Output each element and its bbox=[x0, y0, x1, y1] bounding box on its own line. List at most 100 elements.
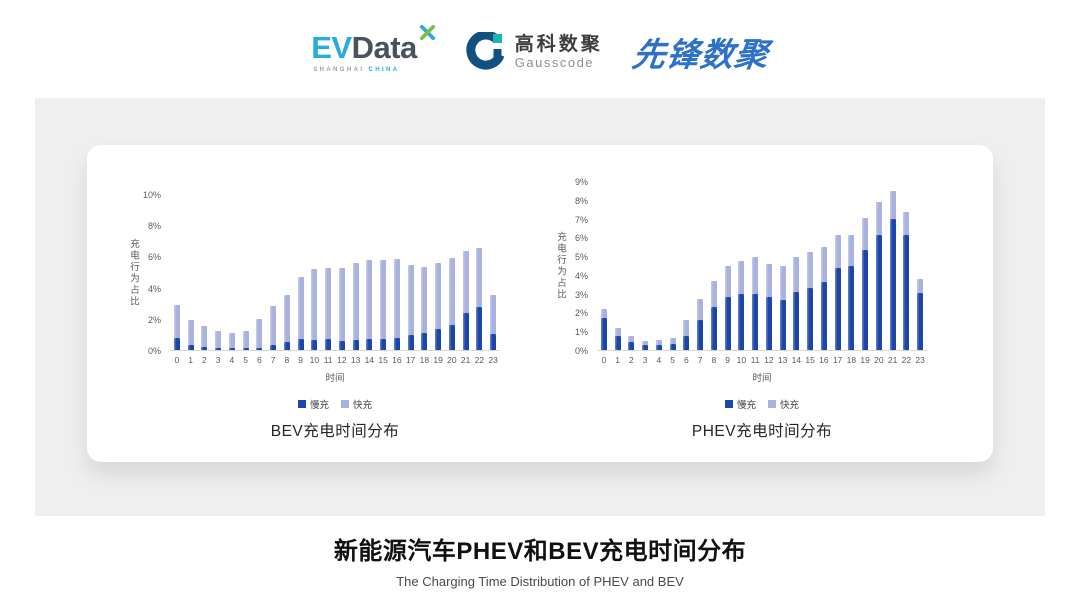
bar-segment bbox=[228, 348, 235, 350]
bar-segment bbox=[875, 234, 882, 350]
bar-segment bbox=[270, 344, 277, 350]
bar-segment bbox=[642, 345, 649, 350]
bev-chart-title: BEV充电时间分布 bbox=[270, 423, 400, 440]
bar-segment bbox=[889, 218, 896, 350]
bar-segment bbox=[187, 344, 194, 350]
x-tick-label: 3 bbox=[642, 355, 648, 365]
evdata-subtext: SHANGHAI CHINA bbox=[313, 67, 436, 73]
bar-segment bbox=[490, 294, 497, 335]
bar-segment bbox=[215, 331, 222, 349]
bar-segment bbox=[779, 266, 786, 301]
bar-segment bbox=[173, 304, 180, 339]
phev-y-axis-label: 充电行为占比 bbox=[555, 231, 566, 301]
x-tick-label: 7 bbox=[270, 355, 276, 365]
evdata-wordmark: EV Data bbox=[311, 24, 436, 65]
evdata-logo: EV Data SHANGHAI CHINA bbox=[311, 24, 436, 73]
legend-label: 快充 bbox=[780, 400, 800, 411]
x-tick-label: 23 bbox=[915, 355, 925, 365]
bar-segment bbox=[338, 268, 345, 341]
bar-segment bbox=[669, 344, 676, 350]
x-tick-label: 10 bbox=[309, 355, 320, 365]
bar-segment bbox=[614, 328, 621, 336]
bar-segment bbox=[917, 278, 924, 293]
bar-segment bbox=[752, 293, 759, 350]
bar-segment bbox=[283, 294, 290, 343]
evdata-data-text: Data bbox=[351, 29, 418, 65]
gausscode-en-text: Gausscode bbox=[514, 55, 595, 71]
gausscode-g-icon bbox=[466, 32, 505, 70]
x-tick-label: 13 bbox=[777, 355, 788, 365]
x-tick-label: 12 bbox=[764, 355, 774, 365]
bar-segment bbox=[462, 250, 469, 313]
bar-segment bbox=[738, 293, 745, 350]
bar-segment bbox=[834, 235, 841, 269]
bar-segment bbox=[270, 305, 277, 345]
bar-segment bbox=[875, 201, 882, 235]
gausscode-logo: 高科数聚 Gausscode bbox=[466, 32, 603, 72]
bar-segment bbox=[393, 258, 400, 338]
bar-segment bbox=[173, 338, 180, 350]
phev-x-axis-label: 时间 bbox=[752, 373, 772, 384]
bar-segment bbox=[779, 300, 786, 350]
y-tick-label: 9% bbox=[574, 177, 588, 187]
x-tick-label: 1 bbox=[188, 355, 193, 365]
y-tick-label: 1% bbox=[574, 327, 588, 338]
bev-y-axis-label: 充电行为占比 bbox=[128, 238, 139, 307]
legend-swatch bbox=[768, 400, 776, 408]
bev-plot-area: 充电行为占比 0% 2% 4% 6% 8% 10% bbox=[128, 190, 500, 356]
bar-segment bbox=[366, 339, 373, 350]
propeller-x-icon bbox=[419, 24, 435, 40]
bar-segment bbox=[710, 306, 717, 350]
bev-x-ticks: 0 1 2 3 4 5 6 7 8 9 10 11 12 13 14 15 16 17 18 19 20 21 22 23 bbox=[170, 355, 500, 367]
bar-segment bbox=[297, 277, 304, 340]
x-tick-label: 12 bbox=[337, 355, 347, 365]
x-tick-label: 15 bbox=[378, 355, 388, 365]
legend-label: 快充 bbox=[353, 400, 373, 411]
x-tick-label: 2 bbox=[202, 355, 207, 365]
y-tick-label: 3% bbox=[574, 289, 588, 300]
legend-swatch bbox=[724, 400, 733, 408]
legend-swatch bbox=[341, 400, 349, 408]
y-tick-label: 8% bbox=[147, 221, 161, 232]
bar-segment bbox=[917, 292, 924, 350]
bar-segment bbox=[697, 299, 704, 320]
footer: 新能源汽车PHEV和BEV充电时间分布 The Charging Time Di… bbox=[0, 531, 1080, 589]
phev-legend: 慢充 快充 bbox=[597, 397, 927, 411]
x-tick-label: 8 bbox=[284, 355, 290, 365]
bar-segment bbox=[407, 335, 414, 350]
y-tick-label: 6% bbox=[147, 252, 161, 263]
legend-item: 慢充 bbox=[297, 397, 329, 411]
x-tick-label: 16 bbox=[392, 355, 402, 365]
x-tick-label: 22 bbox=[901, 355, 912, 365]
bar-segment bbox=[862, 249, 869, 350]
x-tick-label: 9 bbox=[298, 355, 303, 365]
x-tick-label: 11 bbox=[323, 355, 333, 365]
bar-segment bbox=[448, 257, 455, 326]
x-tick-label: 15 bbox=[805, 355, 815, 365]
bar-segment bbox=[352, 339, 359, 350]
bar-segment bbox=[476, 247, 483, 308]
y-tick-label: 8% bbox=[574, 195, 588, 206]
phev-x-ticks: 0 1 2 3 4 5 6 7 8 9 10 11 12 13 14 15 16 17 18 19 20 21 22 23 bbox=[597, 355, 927, 367]
bar-segment bbox=[215, 348, 222, 350]
bar-segment bbox=[311, 268, 318, 340]
phev-chart: 充电行为占比 0% 1% 2% 3% 4% 5% 6% 7% 8% 9% 0 1 2 3 4 5 6 7 8 9 10… bbox=[514, 145, 954, 462]
y-tick-label: 10% bbox=[142, 190, 161, 200]
x-tick-label: 4 bbox=[656, 355, 662, 365]
bar-segment bbox=[380, 259, 387, 340]
x-tick-label: 6 bbox=[684, 355, 689, 365]
x-tick-label: 21 bbox=[887, 355, 898, 365]
phev-chart-title: PHEV充电时间分布 bbox=[691, 423, 833, 440]
y-tick-label: 4% bbox=[574, 270, 588, 281]
bar-segment bbox=[765, 263, 772, 298]
bar-segment bbox=[765, 297, 772, 350]
y-tick-label: 0% bbox=[574, 346, 588, 356]
x-tick-label: 23 bbox=[488, 355, 498, 365]
y-tick-label: 6% bbox=[574, 233, 588, 244]
x-tick-label: 3 bbox=[215, 355, 221, 365]
bar-segment bbox=[683, 319, 690, 336]
bar-segment bbox=[724, 297, 731, 350]
x-tick-label: 1 bbox=[615, 355, 620, 365]
bar-segment bbox=[242, 348, 249, 350]
x-tick-label: 7 bbox=[697, 355, 703, 365]
